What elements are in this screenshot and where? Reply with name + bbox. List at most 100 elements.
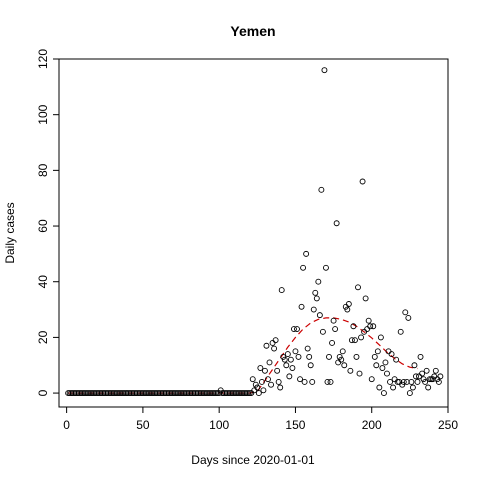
data-point	[362, 295, 369, 302]
x-tick-label: 0	[63, 418, 70, 432]
data-point	[254, 384, 261, 391]
data-point	[370, 323, 377, 330]
y-axis: 0 20 40 60 80 100 120	[36, 49, 59, 396]
data-point	[371, 353, 378, 360]
data-point	[329, 340, 336, 346]
data-point	[255, 390, 262, 397]
data-point	[319, 328, 326, 335]
data-point	[368, 376, 375, 383]
data-point	[393, 356, 400, 363]
data-point	[313, 295, 320, 302]
y-tick-label: 0	[36, 389, 50, 396]
data-point	[324, 378, 331, 385]
data-point	[332, 326, 339, 332]
data-point	[263, 342, 270, 349]
y-tick-label: 20	[36, 330, 50, 344]
data-point	[414, 378, 421, 385]
data-point	[402, 309, 409, 316]
data-point	[352, 337, 358, 344]
data-point	[422, 378, 429, 385]
y-tick-label: 40	[36, 275, 50, 289]
data-point	[249, 376, 256, 383]
data-point	[284, 351, 291, 358]
data-point	[377, 334, 384, 341]
data-point	[384, 370, 390, 377]
data-point	[272, 337, 279, 344]
data-point	[382, 359, 389, 366]
data-point	[315, 278, 322, 285]
y-tick-label: 60	[36, 219, 50, 233]
data-point	[405, 314, 412, 321]
data-point	[318, 186, 325, 193]
data-point	[348, 337, 355, 344]
x-axis-label: Days since 2020-01-01	[191, 453, 315, 467]
data-point	[277, 384, 284, 391]
data-point	[338, 356, 345, 363]
data-point	[297, 376, 303, 383]
data-point	[307, 362, 314, 369]
data-point	[294, 326, 300, 332]
data-point	[390, 384, 397, 391]
data-point	[300, 264, 307, 271]
data-point	[365, 317, 372, 324]
data-point	[301, 378, 308, 385]
data-point	[303, 250, 310, 257]
data-point	[316, 312, 323, 319]
points-layer	[65, 67, 444, 397]
data-point	[380, 390, 387, 397]
data-point	[437, 373, 444, 380]
data-point	[298, 303, 305, 310]
data-point	[274, 367, 281, 374]
data-point	[423, 367, 430, 374]
data-point	[388, 351, 395, 358]
y-tick-label: 120	[36, 49, 50, 69]
data-point	[260, 387, 267, 394]
data-point	[327, 378, 334, 385]
data-point	[353, 353, 360, 360]
data-point	[261, 367, 268, 374]
data-point	[275, 378, 282, 385]
data-point	[399, 381, 406, 388]
data-point	[310, 306, 317, 313]
x-axis: 0 50 100 150 200 250	[63, 407, 458, 432]
plot-area-frame	[58, 58, 449, 408]
data-point	[397, 328, 404, 335]
data-point	[359, 178, 366, 185]
data-point	[290, 326, 297, 332]
data-point	[345, 301, 352, 307]
data-point	[323, 264, 329, 271]
data-point	[278, 287, 285, 294]
data-point	[341, 362, 348, 369]
data-point	[411, 362, 418, 369]
data-point	[413, 373, 419, 380]
data-point	[287, 356, 294, 363]
data-point	[417, 353, 424, 360]
data-point	[292, 348, 299, 355]
data-point	[350, 323, 357, 330]
data-point	[425, 384, 432, 391]
data-point	[374, 348, 381, 355]
x-tick-label: 200	[362, 418, 382, 432]
data-point	[435, 378, 442, 385]
data-point	[367, 323, 374, 330]
data-point	[406, 390, 413, 397]
y-axis-label: Daily cases	[3, 202, 17, 263]
data-point	[295, 353, 302, 360]
data-point	[373, 362, 380, 369]
data-point	[355, 284, 361, 291]
data-point	[266, 359, 273, 366]
data-point	[309, 378, 316, 385]
data-point	[271, 345, 278, 352]
x-tick-label: 250	[438, 418, 458, 432]
x-tick-label: 150	[285, 418, 305, 432]
data-point	[265, 376, 271, 383]
x-tick-label: 50	[136, 418, 150, 432]
data-point	[419, 370, 426, 377]
data-point	[432, 367, 439, 374]
data-point	[409, 384, 416, 391]
x-tick-label: 100	[209, 418, 229, 432]
data-point	[289, 365, 296, 371]
data-point	[376, 384, 383, 391]
data-point	[321, 67, 328, 74]
